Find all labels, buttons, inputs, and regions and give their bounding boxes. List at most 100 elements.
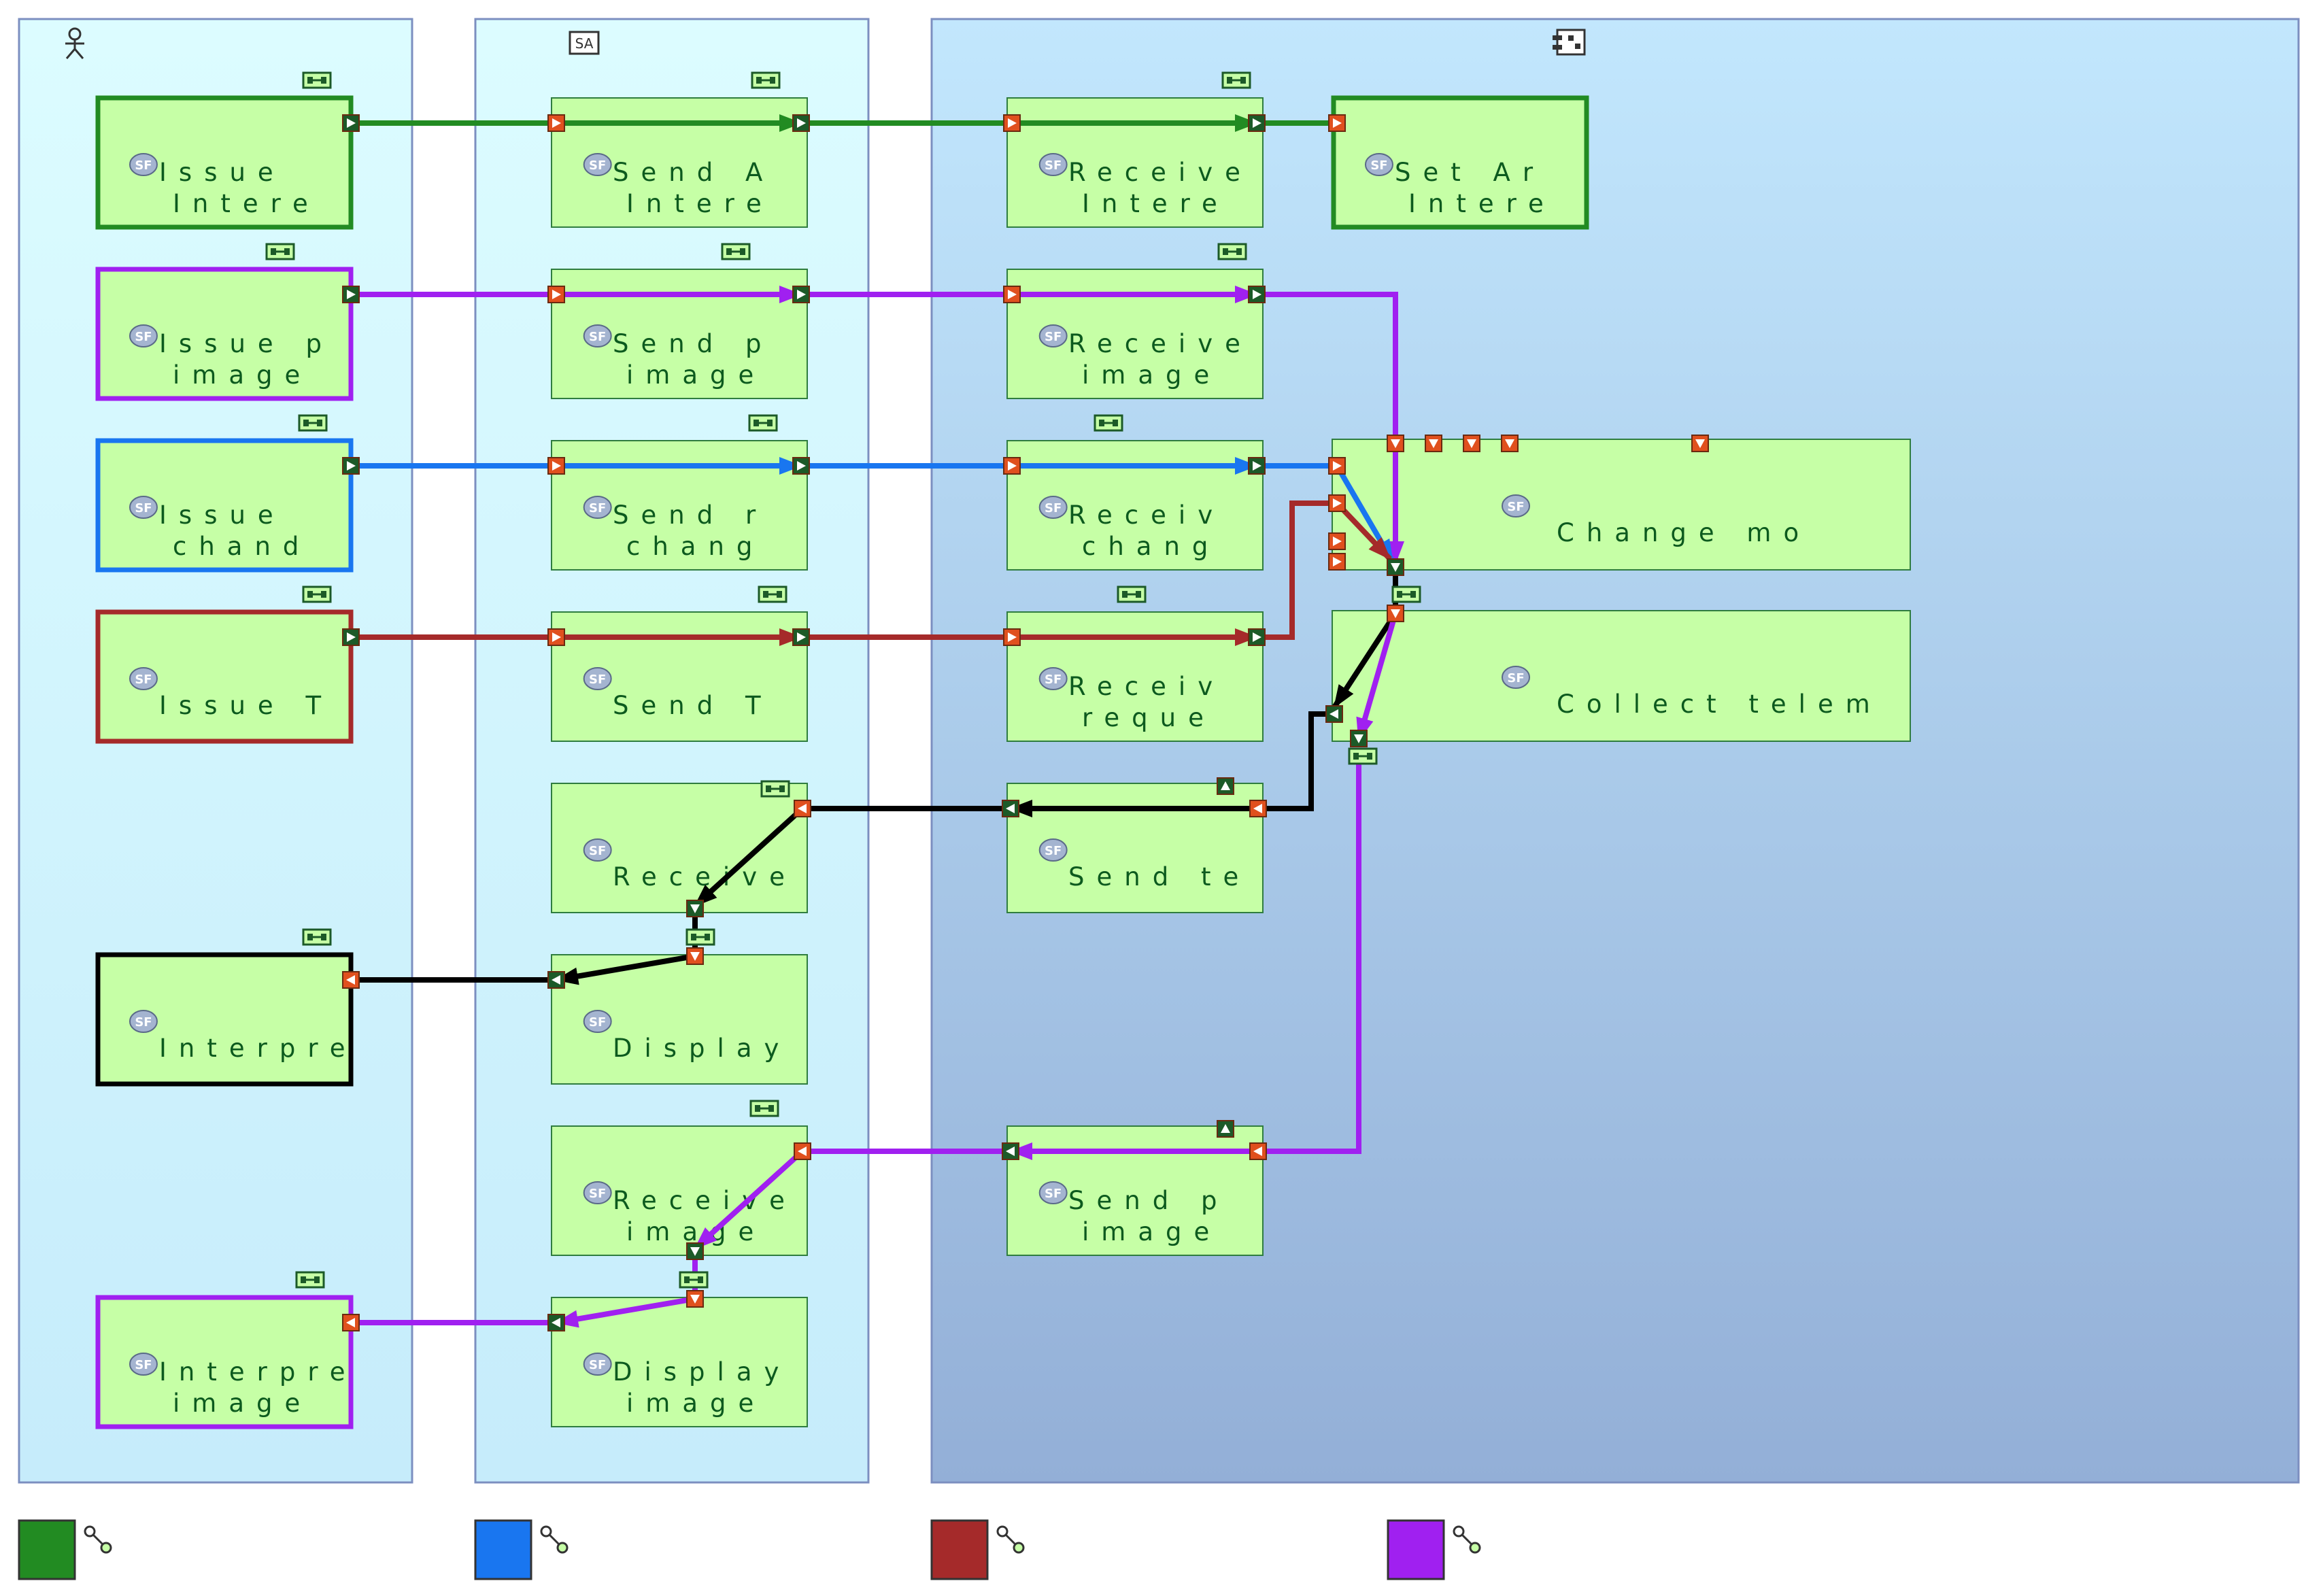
input-port[interactable] xyxy=(1249,800,1267,817)
output-port[interactable] xyxy=(1248,286,1266,303)
function-receive-tm[interactable]: SF Receive xyxy=(551,783,808,913)
input-port[interactable] xyxy=(1328,494,1346,512)
input-port[interactable] xyxy=(686,1290,704,1308)
function-label: Send A xyxy=(613,158,775,187)
output-port[interactable] xyxy=(1387,558,1404,576)
output-port[interactable] xyxy=(686,1242,704,1260)
input-port[interactable] xyxy=(547,286,565,303)
output-port[interactable] xyxy=(792,628,810,646)
output-port[interactable] xyxy=(1217,1120,1234,1138)
exchange-display-image[interactable] xyxy=(555,1296,696,1328)
input-port[interactable] xyxy=(342,1314,360,1331)
svg-text:SF: SF xyxy=(1045,1187,1062,1201)
input-port[interactable] xyxy=(1003,114,1021,132)
function-display-tm[interactable]: SF Display xyxy=(551,954,808,1085)
exchange-collect-to-send-image[interactable] xyxy=(1258,755,1361,1154)
system-function-icon: SF xyxy=(1364,153,1393,176)
svg-text:SF: SF xyxy=(135,501,152,515)
exchange-collect-telemetry[interactable] xyxy=(1332,611,1398,709)
output-port[interactable] xyxy=(1248,457,1266,475)
function-send-tm[interactable]: SF Send T xyxy=(551,611,808,742)
svg-text:SF: SF xyxy=(135,158,152,173)
function-label: Change mo xyxy=(1557,518,1811,547)
output-port[interactable] xyxy=(547,1314,565,1331)
input-port[interactable] xyxy=(342,971,360,989)
input-port[interactable] xyxy=(547,114,565,132)
input-port[interactable] xyxy=(1501,435,1519,452)
output-port[interactable] xyxy=(1325,705,1343,723)
output-port[interactable] xyxy=(1248,628,1266,646)
legend-item xyxy=(1387,1519,1481,1580)
input-port[interactable] xyxy=(794,800,811,817)
output-port[interactable] xyxy=(342,286,360,303)
function-label: image xyxy=(626,1389,766,1418)
output-port[interactable] xyxy=(686,900,704,917)
input-port[interactable] xyxy=(1425,435,1442,452)
function-change-mode[interactable]: SF Change mo xyxy=(1332,439,1911,571)
input-port[interactable] xyxy=(1003,457,1021,475)
exchange-change-mode-red-internal[interactable] xyxy=(1335,501,1392,561)
function-send-tm-data[interactable]: SF Send te xyxy=(1006,783,1264,913)
exchange-collect-to-send-tm[interactable] xyxy=(1258,711,1334,811)
exchange-display-tm[interactable] xyxy=(555,953,696,985)
input-port[interactable] xyxy=(1387,435,1404,452)
output-port[interactable] xyxy=(792,286,810,303)
swimlanes: SA xyxy=(18,18,2300,1484)
output-port[interactable] xyxy=(342,628,360,646)
svg-text:SF: SF xyxy=(135,673,152,687)
system-function-icon: SF xyxy=(583,838,612,862)
legend-item xyxy=(18,1519,112,1580)
input-port[interactable] xyxy=(1463,435,1480,452)
exchange-receive-tm-internal[interactable] xyxy=(693,807,804,908)
output-port[interactable] xyxy=(1248,114,1266,132)
function-interpret-tm[interactable]: SF Interpre xyxy=(95,952,358,1087)
input-port[interactable] xyxy=(1691,435,1709,452)
exchange-receive-image-internal[interactable] xyxy=(693,1149,804,1251)
input-port[interactable] xyxy=(794,1142,811,1160)
exchange-request-to-change-mode[interactable] xyxy=(1257,500,1337,640)
input-port[interactable] xyxy=(1328,114,1346,132)
output-port[interactable] xyxy=(1350,730,1368,747)
functional-chain-icon xyxy=(295,1271,325,1289)
input-port[interactable] xyxy=(1387,605,1404,622)
input-port[interactable] xyxy=(1328,457,1346,475)
input-port[interactable] xyxy=(1003,628,1021,646)
input-port[interactable] xyxy=(686,947,704,965)
input-port[interactable] xyxy=(1328,553,1346,571)
function-label: Send p xyxy=(1068,1186,1229,1215)
exchanges-layer xyxy=(351,114,1404,1328)
functional-chain-icon xyxy=(298,414,328,432)
input-port[interactable] xyxy=(1003,286,1021,303)
input-port[interactable] xyxy=(547,457,565,475)
output-port[interactable] xyxy=(342,457,360,475)
exchange-image-to-change-mode[interactable] xyxy=(1257,292,1404,564)
input-port[interactable] xyxy=(547,628,565,646)
output-port[interactable] xyxy=(792,457,810,475)
output-port[interactable] xyxy=(547,971,565,989)
output-port[interactable] xyxy=(1002,800,1019,817)
output-port[interactable] xyxy=(1002,1142,1019,1160)
function-issue-tm[interactable]: SF Issue T xyxy=(95,609,354,744)
exchange-collect-image[interactable] xyxy=(1356,612,1398,741)
input-port[interactable] xyxy=(1249,1142,1267,1160)
output-port[interactable] xyxy=(1217,777,1234,795)
input-port[interactable] xyxy=(1328,532,1346,550)
function-collect-telemetry[interactable]: SF Collect telem xyxy=(1332,610,1911,742)
output-port[interactable] xyxy=(342,114,360,132)
output-port[interactable] xyxy=(792,114,810,132)
